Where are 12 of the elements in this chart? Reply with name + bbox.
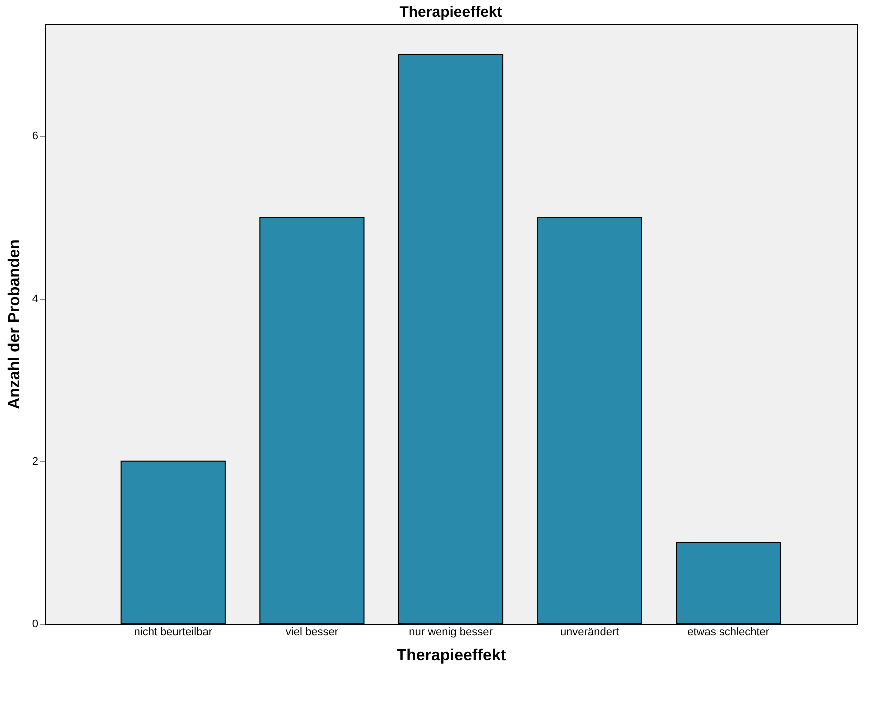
x-axis-title: Therapieeffekt: [396, 648, 507, 664]
y-tick-label: 0: [32, 618, 38, 630]
chart-title: Therapieeffekt: [400, 4, 502, 21]
y-axis-title: Anzahl der Probanden: [6, 240, 24, 410]
x-tick-label: nicht beurteilbar: [134, 626, 213, 638]
x-tick-label: nur wenig besser: [409, 626, 494, 638]
x-tick-label: etwas schlechter: [688, 626, 770, 638]
y-tick-label: 2: [32, 456, 38, 468]
x-tick-label: unverändert: [560, 626, 620, 638]
y-tick-label: 4: [32, 293, 38, 306]
x-tick-label: viel besser: [286, 626, 339, 638]
y-tick-label: 6: [32, 130, 38, 143]
